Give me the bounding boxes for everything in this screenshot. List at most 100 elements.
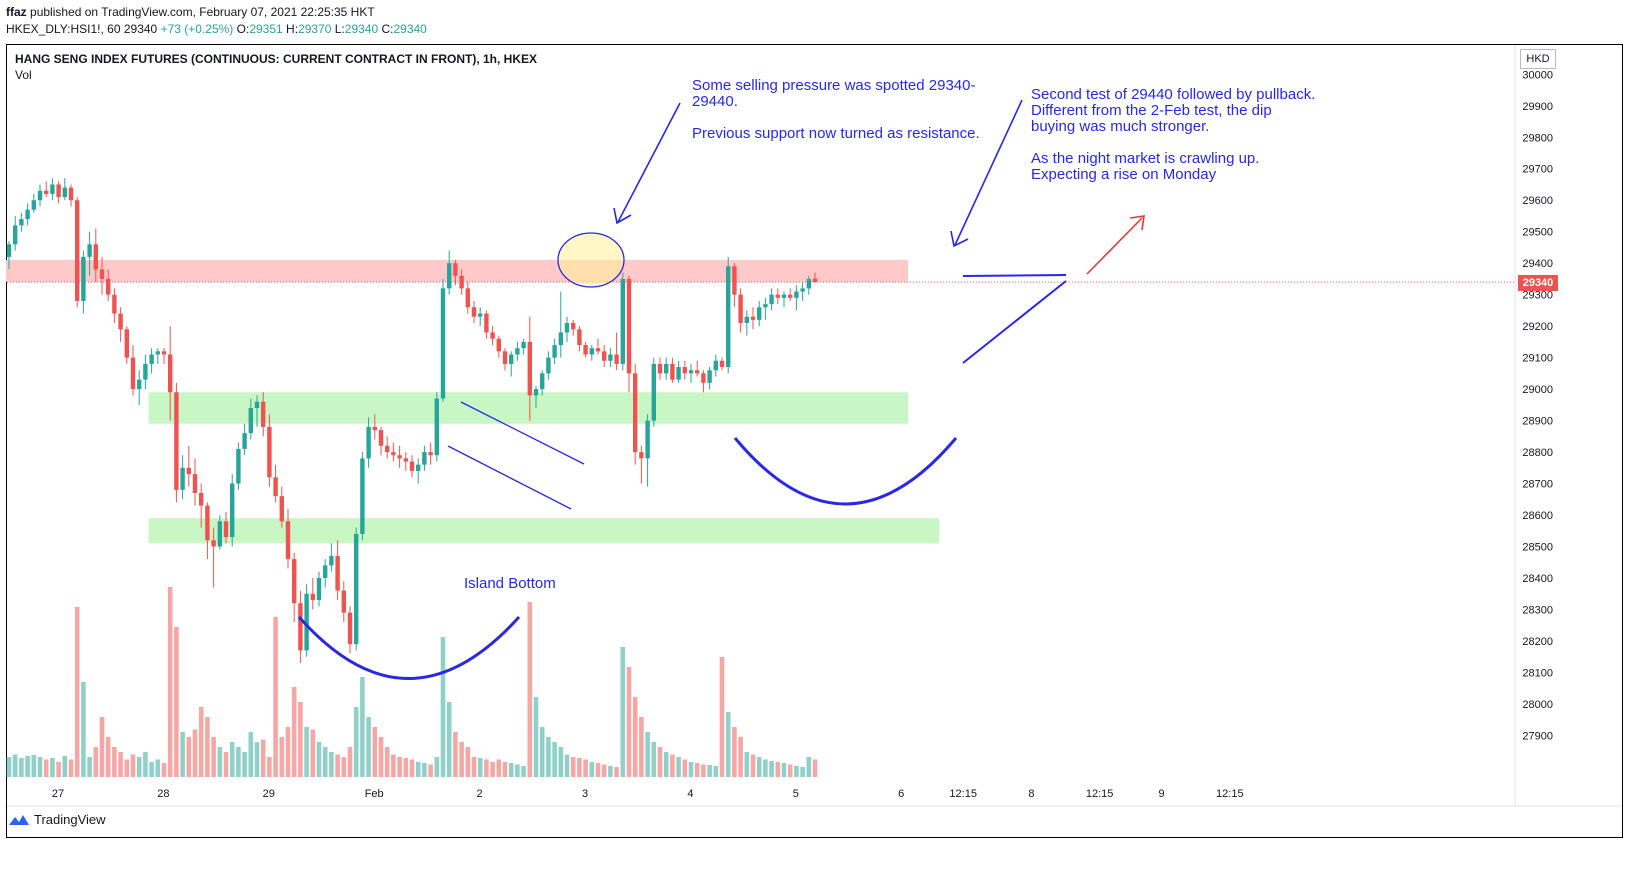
y-tick-label: 28300 [1522, 604, 1553, 616]
candle-body [608, 354, 613, 361]
volume-bar [130, 754, 136, 777]
y-tick-label: 29400 [1522, 258, 1553, 270]
candle-body [360, 458, 365, 534]
zone-support-1 [148, 392, 909, 424]
candle-body [298, 603, 303, 651]
volume-bar [738, 737, 743, 777]
candle-body [738, 294, 743, 323]
volume-bar [422, 763, 427, 777]
annotation-second-test[interactable]: Second test of 29440 followed by pullbac… [1031, 86, 1316, 183]
channel-lower-line [447, 445, 572, 510]
candle-body [385, 445, 390, 453]
volume-bar [254, 742, 260, 777]
candle-body [161, 351, 167, 355]
y-tick-label: 30000 [1522, 69, 1553, 81]
volume-bar [161, 763, 167, 777]
volume-bar [105, 737, 111, 777]
volume-bar [719, 657, 725, 777]
volume-bar [645, 732, 650, 777]
candle-body [812, 278, 818, 283]
candle-body [558, 332, 563, 346]
volume-bar [378, 737, 384, 777]
candle-body [285, 521, 291, 560]
annotation-selling-pressure[interactable]: Some selling pressure was spotted 29340-… [692, 77, 980, 142]
volume-bar [167, 587, 173, 777]
candle-body [806, 278, 811, 289]
volume-bar [583, 759, 588, 777]
volume-bar [725, 712, 731, 777]
candle-body [509, 354, 514, 364]
candle-body [552, 345, 557, 358]
candle-body [68, 187, 74, 201]
volume-bar [149, 762, 154, 777]
candle-body [106, 278, 111, 295]
currency-label[interactable]: HKD [1520, 49, 1556, 69]
volume-bar [273, 617, 278, 777]
volume-bar [812, 759, 818, 777]
volume-bar [515, 764, 520, 777]
volume-bar [223, 752, 229, 777]
x-tick-label: 6 [898, 788, 904, 800]
y-tick-label: 28000 [1522, 699, 1553, 711]
symbol-interval: HKEX_DLY:HSI1!, 60 [6, 22, 121, 36]
x-tick-label: 4 [687, 788, 693, 800]
annotation-island-bottom[interactable]: Island Bottom [464, 575, 556, 592]
candle-body [701, 373, 706, 383]
volume-bar [81, 682, 86, 777]
footer-brand[interactable]: TradingView [8, 812, 106, 827]
volume-bar [800, 767, 805, 777]
y-tick-label: 28600 [1522, 510, 1553, 522]
candle-body [267, 426, 272, 478]
high-label: H: [286, 22, 299, 36]
volume-bar [763, 759, 768, 777]
candle-body [440, 288, 446, 399]
volume-bar [744, 752, 750, 777]
volume-bar [750, 754, 756, 777]
candle-body [465, 288, 470, 308]
candle-body [316, 578, 322, 601]
candle-body [757, 307, 762, 320]
volume-bar [794, 766, 799, 777]
candle-body [750, 316, 756, 320]
candle-body [130, 357, 136, 390]
volume-bar [775, 762, 781, 777]
candle-body [304, 593, 309, 651]
candle-body [279, 496, 284, 522]
volume-legend[interactable]: Vol [15, 68, 32, 82]
x-tick-label: 12:15 [1086, 788, 1114, 800]
candle-body [564, 323, 570, 333]
volume-bar [31, 755, 37, 777]
candle-body [192, 474, 198, 493]
candle-body [347, 612, 353, 645]
volume-bar [12, 754, 18, 777]
candle-body [99, 269, 105, 279]
candle-body [174, 392, 179, 490]
volume-bar [136, 757, 142, 777]
candle-body [626, 278, 632, 374]
candle-body [180, 467, 185, 490]
island-bottom-curve [297, 615, 521, 680]
author-name[interactable]: ffaz [6, 5, 27, 19]
candle-body [478, 313, 483, 317]
candle-body [217, 521, 222, 547]
candle-body [788, 294, 793, 298]
volume-bar [316, 742, 322, 777]
candle-body [744, 316, 749, 323]
volume-bar [676, 757, 681, 777]
volume-bar [62, 756, 68, 777]
ohlc-line: HKEX_DLY:HSI1!, 60 29340 +73 (+0.25%) O:… [6, 22, 427, 36]
high-value: 29370 [298, 22, 332, 36]
volume-bar [267, 757, 272, 777]
footer-brand-text: TradingView [34, 812, 106, 827]
y-tick-label: 28900 [1522, 416, 1553, 428]
price-change: +73 (+0.25%) [160, 22, 234, 36]
chart-legend-title[interactable]: HANG SENG INDEX FUTURES (CONTINUOUS: CUR… [15, 52, 537, 66]
candle-body [44, 190, 49, 194]
triangle-upper-line [962, 274, 1067, 277]
candle-body [236, 448, 241, 484]
candle-body [657, 363, 663, 374]
volume-bar [403, 758, 409, 777]
volume-bar [56, 762, 61, 777]
candle-body [186, 467, 191, 475]
